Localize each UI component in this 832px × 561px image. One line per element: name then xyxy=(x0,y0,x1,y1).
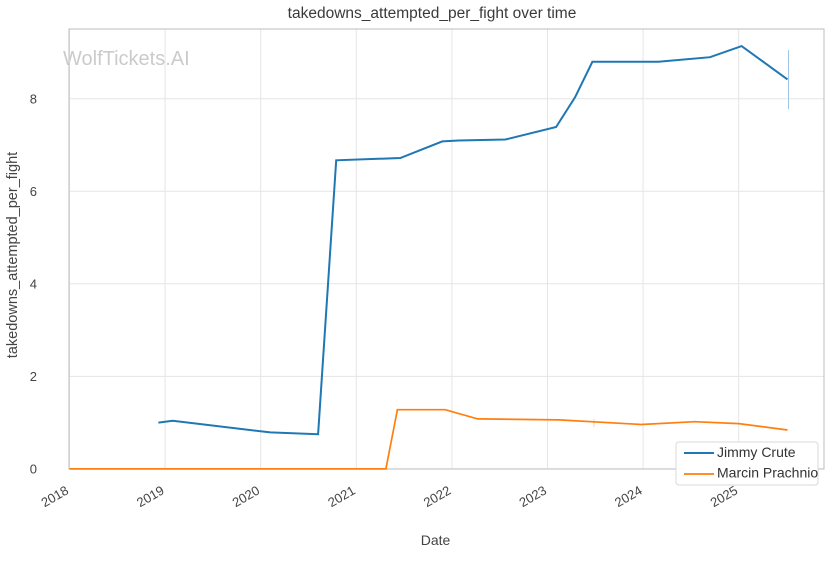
svg-text:takedowns_attempted_per_fight: takedowns_attempted_per_fight xyxy=(5,152,21,358)
svg-text:2025: 2025 xyxy=(708,483,741,510)
svg-text:Jimmy Crute: Jimmy Crute xyxy=(717,444,796,460)
svg-text:0: 0 xyxy=(30,462,37,477)
svg-text:6: 6 xyxy=(30,184,37,199)
svg-text:2022: 2022 xyxy=(421,483,454,510)
svg-text:2024: 2024 xyxy=(612,483,645,510)
svg-text:Date: Date xyxy=(421,532,451,548)
svg-text:2018: 2018 xyxy=(38,483,71,510)
svg-text:2020: 2020 xyxy=(230,483,263,510)
svg-text:8: 8 xyxy=(30,92,37,107)
svg-text:2021: 2021 xyxy=(325,483,358,510)
svg-text:2: 2 xyxy=(30,369,37,384)
svg-text:4: 4 xyxy=(30,276,37,291)
svg-text:Marcin Prachnio: Marcin Prachnio xyxy=(717,465,818,481)
svg-text:2019: 2019 xyxy=(134,483,167,510)
svg-text:2023: 2023 xyxy=(516,483,549,510)
